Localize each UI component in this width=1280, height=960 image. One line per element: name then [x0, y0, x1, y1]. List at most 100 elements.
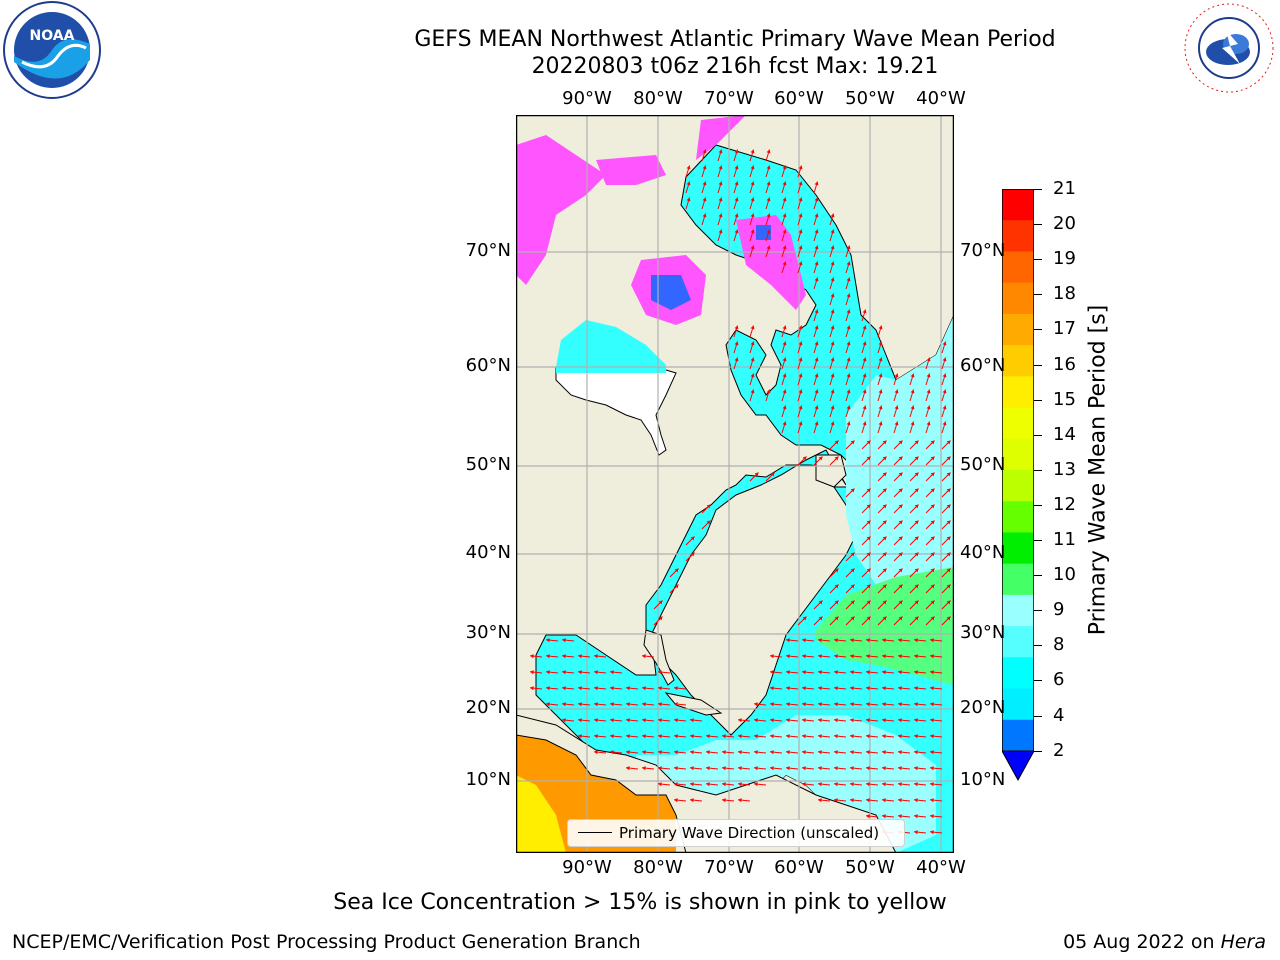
wave-arrow: [818, 670, 831, 675]
wave-arrow: [882, 734, 895, 739]
wave-arrow: [877, 568, 887, 578]
wave-arrow: [941, 568, 951, 578]
wave-arrow: [861, 373, 867, 386]
wave-arrow: [893, 405, 899, 418]
wave-arrow: [829, 341, 835, 354]
wave-arrow: [733, 181, 739, 194]
ocean-warmest-region: [516, 775, 566, 853]
wave-arrow: [797, 229, 803, 242]
wave-arrow: [861, 325, 867, 338]
lon-label-top: 40°W: [916, 88, 966, 109]
lat-label-right: 30°N: [960, 622, 1006, 643]
wave-arrow: [781, 229, 787, 242]
wave-arrow: [914, 782, 927, 787]
wave-arrow: [877, 600, 887, 610]
wave-arrow: [882, 702, 895, 707]
wave-arrow: [866, 718, 879, 723]
wave-arrow: [786, 766, 799, 771]
wave-arrow: [925, 504, 935, 514]
wave-arrow: [930, 750, 943, 755]
lat-label-right: 40°N: [960, 542, 1006, 563]
wave-arrow: [930, 718, 943, 723]
wave-arrow: [781, 165, 787, 178]
wave-arrow: [861, 616, 871, 626]
wave-arrow: [658, 782, 671, 787]
wave-arrow: [861, 421, 867, 434]
colorbar-swatch: [1002, 626, 1034, 658]
wave-arrow: [653, 600, 663, 610]
wave-arrow: [802, 638, 815, 643]
wave-arrow: [781, 181, 787, 194]
wave-arrow: [658, 670, 671, 675]
wave-arrow: [914, 702, 927, 707]
wave-arrow: [781, 373, 787, 386]
wave-arrow: [925, 472, 935, 482]
wave-arrow: [845, 568, 855, 578]
wave-arrow: [861, 309, 867, 322]
hudson-bay: [555, 366, 677, 456]
wave-arrow: [861, 488, 871, 498]
colorbar-swatch: [1002, 313, 1034, 346]
wave-arrow: [893, 389, 899, 402]
lon-label-bottom: 60°W: [774, 857, 824, 878]
wave-arrow: [781, 405, 787, 418]
wave-arrow: [530, 654, 543, 659]
wave-arrow: [786, 670, 799, 675]
wave-arrow: [925, 421, 931, 434]
wave-arrow: [861, 357, 867, 370]
wave-arrow: [797, 341, 803, 354]
colorbar-swatch: [1002, 438, 1034, 471]
wave-arrow: [749, 245, 755, 258]
wave-arrow: [706, 766, 719, 771]
wave-arrow: [882, 814, 895, 819]
wave-arrow: [701, 149, 707, 162]
wave-arrow: [594, 686, 607, 691]
wave-arrow: [877, 440, 887, 450]
ocean-caribbean-region: [636, 715, 936, 853]
wave-arrow: [717, 197, 723, 210]
wave-arrow: [930, 670, 943, 675]
wave-arrow: [722, 782, 735, 787]
colorbar-swatch: [1002, 189, 1034, 221]
lat-label-left: 20°N: [465, 697, 511, 718]
wave-arrow: [562, 718, 575, 723]
wave-arrow: [722, 750, 735, 755]
wave-arrow: [914, 654, 927, 659]
colorbar: [1001, 188, 1035, 782]
wave-arrow: [861, 440, 871, 450]
colorbar-swatch: [1002, 501, 1034, 533]
colorbar-label: Primary Wave Mean Period [s]: [1085, 304, 1111, 636]
wave-arrow: [658, 718, 671, 723]
wave-arrow: [818, 782, 831, 787]
wave-arrow: [562, 654, 575, 659]
wave-arrow: [685, 552, 695, 562]
wave-arrow: [765, 181, 771, 194]
wave-arrow: [674, 750, 687, 755]
wave-arrow: [861, 552, 871, 562]
wave-arrow: [909, 488, 919, 498]
wave-arrow: [797, 325, 803, 338]
wave-arrow: [765, 165, 771, 178]
wave-arrow: [850, 798, 863, 803]
wave-arrow: [578, 734, 591, 739]
wave-arrow: [749, 197, 755, 210]
wave-arrow: [813, 277, 819, 290]
wave-arrow: [845, 405, 851, 418]
wave-arrow: [562, 638, 575, 643]
wave-arrow: [829, 293, 835, 306]
wave-arrow: [818, 654, 831, 659]
wave-arrow: [765, 213, 771, 226]
colorbar-tick-label: 4: [1053, 704, 1065, 726]
wave-arrow: [877, 325, 883, 338]
wave-arrow: [658, 750, 671, 755]
lat-label-left: 70°N: [465, 240, 511, 261]
wave-arrow: [546, 686, 559, 691]
wave-arrow: [770, 734, 783, 739]
wave-arrow: [802, 782, 815, 787]
wave-arrow: [930, 638, 943, 643]
wave-arrow: [877, 536, 887, 546]
wave-arrow: [861, 389, 867, 402]
wave-arrow: [914, 638, 927, 643]
wave-arrow: [626, 766, 639, 771]
wave-arrow: [717, 149, 723, 162]
